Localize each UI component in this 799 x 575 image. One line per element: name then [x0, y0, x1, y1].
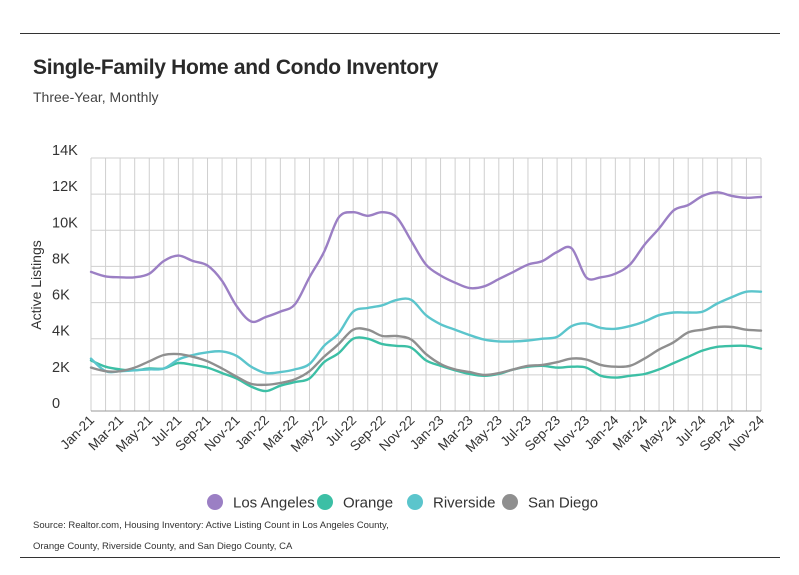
series-lines: [89, 191, 763, 393]
legend: Los Angeles Orange Riverside San Diego: [207, 494, 598, 512]
top-rule: [20, 33, 780, 34]
series-line-los-angeles: [89, 191, 763, 324]
chart-subtitle: Three-Year, Monthly: [33, 89, 159, 105]
series-line-san-diego: [89, 325, 763, 387]
y-tick-label: 4K: [52, 324, 70, 340]
legend-marker-riverside: [407, 494, 423, 510]
legend-marker-orange: [317, 494, 333, 510]
y-tick-label: 14K: [52, 143, 78, 159]
x-tick-labels: Jan-21Mar-21May-21Jul-21Sep-21Nov-21Jan-…: [57, 412, 767, 455]
series-line-orange: [89, 336, 763, 393]
legend-label-san-diego: San Diego: [528, 495, 598, 512]
legend-marker-san-diego: [502, 494, 518, 510]
legend-marker-los-angeles: [207, 494, 223, 510]
source-note-line-2: Orange County, Riverside County, and San…: [33, 541, 293, 552]
series-line-riverside: [89, 290, 763, 375]
chart-title: Single-Family Home and Condo Inventory: [33, 56, 439, 79]
legend-label-riverside: Riverside: [433, 495, 496, 512]
y-axis-label: Active Listings: [28, 240, 44, 329]
y-tick-label: 6K: [52, 288, 70, 304]
grid-lines: [90, 157, 762, 412]
source-note-line-1: Source: Realtor.com, Housing Inventory: …: [33, 520, 389, 531]
y-tick-label: 12K: [52, 179, 78, 195]
bottom-rule: [20, 557, 780, 558]
y-tick-label: 8K: [52, 251, 70, 267]
y-tick-labels: 0 2K 4K 6K 8K 10K 12K 14K: [52, 143, 78, 412]
legend-label-los-angeles: Los Angeles: [233, 495, 315, 512]
legend-label-orange: Orange: [343, 495, 393, 512]
y-tick-label: 10K: [52, 215, 78, 231]
y-tick-label: 0: [52, 396, 60, 412]
y-tick-label: 2K: [52, 360, 70, 376]
